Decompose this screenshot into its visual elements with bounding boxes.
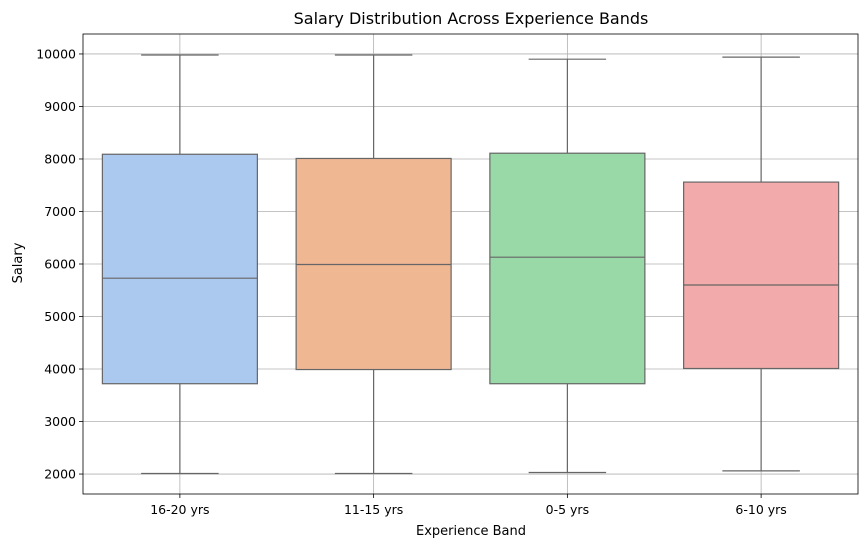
- chart-title: Salary Distribution Across Experience Ba…: [294, 9, 649, 28]
- y-tick-label: 8000: [44, 151, 76, 166]
- box-iqr: [101, 153, 258, 385]
- x-tick-label: 11-15 yrs: [344, 502, 403, 517]
- box-iqr: [683, 181, 840, 370]
- box-group: [489, 58, 646, 474]
- x-tick-label: 6-10 yrs: [735, 502, 786, 517]
- y-axis-label: Salary: [11, 242, 26, 283]
- y-tick-label: 2000: [44, 467, 76, 482]
- y-tick-label: 6000: [44, 257, 76, 272]
- x-tick-label: 16-20 yrs: [150, 502, 209, 517]
- boxes: [101, 54, 840, 475]
- y-tick-label: 9000: [44, 99, 76, 114]
- box-group: [683, 56, 840, 472]
- y-tick-label: 7000: [44, 204, 76, 219]
- ticks: 2000 3000 4000 5000 6000 7000 8000 9000 10000 16-…: [36, 46, 787, 517]
- box-iqr: [489, 152, 646, 385]
- y-tick-label: 3000: [44, 414, 76, 429]
- x-axis-label: Experience Band: [416, 524, 526, 539]
- y-tick-label: 10000: [36, 46, 76, 61]
- y-tick-label: 4000: [44, 362, 76, 377]
- box-group: [101, 54, 258, 475]
- x-tick-label: 0-5 yrs: [546, 502, 589, 517]
- box-group: [295, 54, 452, 475]
- y-tick-label: 5000: [44, 309, 76, 324]
